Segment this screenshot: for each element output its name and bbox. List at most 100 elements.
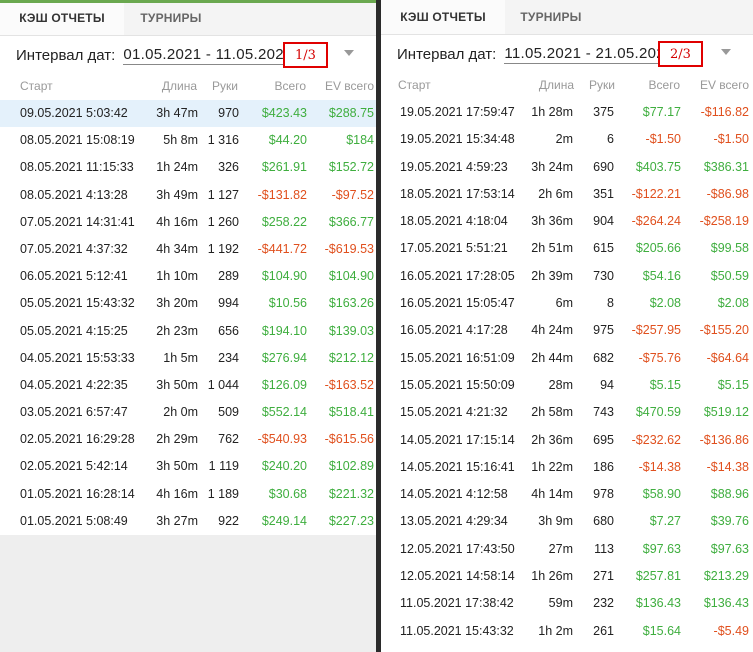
tab-cash-reports[interactable]: КЭШ ОТЧЕТЫ — [381, 0, 505, 34]
column-hands[interactable]: Руки — [212, 79, 238, 93]
cell-length: 3h 50m — [156, 459, 198, 474]
cell-start: 13.05.2021 4:29:34 — [400, 514, 508, 529]
table-row[interactable]: 13.05.2021 4:29:34 3h 9m 680 $7.27 $39.76 — [381, 508, 753, 535]
cell-length: 4h 34m — [156, 241, 198, 256]
cell-hands: 978 — [593, 487, 614, 502]
table-row[interactable]: 17.05.2021 5:51:21 2h 51m 615 $205.66 $99.58 — [381, 235, 753, 262]
date-range-select[interactable]: 11.05.2021 - 21.05.2021 — [504, 44, 674, 64]
cell-start: 08.05.2021 4:13:28 — [20, 187, 128, 202]
chevron-down-icon[interactable] — [721, 49, 731, 55]
table-row[interactable]: 18.05.2021 4:18:04 3h 36m 904 -$264.24 -$258… — [381, 208, 753, 235]
column-hands[interactable]: Руки — [589, 78, 615, 92]
table-row[interactable]: 14.05.2021 4:12:58 4h 14m 978 $58.90 $88.96 — [381, 481, 753, 508]
tab-tournaments[interactable]: ТУРНИРЫ — [140, 10, 202, 25]
table-row[interactable]: 16.05.2021 4:17:28 4h 24m 975 -$257.95 -$155… — [381, 317, 753, 344]
cell-start: 19.05.2021 17:59:47 — [400, 105, 515, 119]
cell-hands: 904 — [593, 214, 614, 229]
table-row[interactable]: 11.05.2021 4:20:06 2h 49m 604 $199.60 $128.1… — [381, 645, 753, 652]
table-row[interactable]: 11.05.2021 17:38:42 59m 232 $136.43 $136.43 — [381, 590, 753, 617]
cell-total: -$257.95 — [631, 323, 681, 338]
column-total[interactable]: Всего — [648, 78, 680, 92]
table-row[interactable]: 05.05.2021 15:43:32 3h 20m 994 $10.56 $163.2… — [0, 290, 376, 317]
chevron-down-icon[interactable] — [344, 50, 354, 56]
cell-start: 07.05.2021 4:37:32 — [20, 241, 128, 256]
cell-start: 02.05.2021 16:29:28 — [20, 432, 135, 447]
cell-length: 2h 23m — [156, 323, 198, 338]
table-row[interactable]: 12.05.2021 17:43:50 27m 113 $97.63 $97.63 — [381, 536, 753, 563]
table-row[interactable]: 15.05.2021 15:50:09 28m 94 $5.15 $5.15 — [381, 372, 753, 399]
cell-length: 6m — [555, 296, 573, 311]
column-start[interactable]: Старт — [398, 78, 431, 92]
column-ev-total[interactable]: EV всего — [699, 78, 749, 92]
table-row[interactable]: 08.05.2021 11:15:33 1h 24m 326 $261.91 $152.… — [0, 154, 376, 181]
table-row[interactable]: 02.05.2021 16:29:28 2h 29m 762 -$540.93 -$61… — [0, 426, 376, 453]
table-row[interactable]: 01.05.2021 5:08:49 3h 27m 922 $249.14 $227.2… — [0, 508, 376, 535]
tab-cash-reports[interactable]: КЭШ ОТЧЕТЫ — [0, 0, 124, 35]
cell-start: 04.05.2021 4:22:35 — [20, 377, 128, 392]
cell-length: 1h 2m — [538, 623, 573, 638]
column-total[interactable]: Всего — [274, 79, 306, 93]
table-row[interactable]: 12.05.2021 14:58:14 1h 26m 271 $257.81 $213.… — [381, 563, 753, 590]
cell-hands: 1 127 — [207, 187, 239, 202]
table-row[interactable]: 05.05.2021 4:15:25 2h 23m 656 $194.10 $139.0… — [0, 318, 376, 345]
table-row[interactable]: 19.05.2021 17:59:47 1h 28m 375 $77.17 -$116.… — [381, 99, 753, 126]
table-row[interactable]: 19.05.2021 4:59:23 3h 24m 690 $403.75 $386.3… — [381, 154, 753, 181]
table-row[interactable]: 16.05.2021 15:05:47 6m 8 $2.08 $2.08 — [381, 290, 753, 317]
cell-length: 27m — [548, 541, 573, 556]
column-length[interactable]: Длина — [538, 78, 574, 92]
table-row[interactable]: 03.05.2021 6:57:47 2h 0m 509 $552.14 $518.41 — [0, 399, 376, 426]
cell-total: $15.64 — [642, 623, 681, 638]
tab-tournaments[interactable]: ТУРНИРЫ — [520, 10, 582, 24]
cell-hands: 261 — [593, 623, 614, 638]
table-row[interactable]: 06.05.2021 5:12:41 1h 10m 289 $104.90 $104.9… — [0, 263, 376, 290]
cell-ev-total: $227.23 — [328, 513, 374, 528]
date-interval-label: Интервал дат: — [397, 45, 497, 63]
cell-total: $97.63 — [642, 541, 681, 556]
table-row[interactable]: 02.05.2021 5:42:14 3h 50m 1 119 $240.20 $102… — [0, 453, 376, 480]
page-indicator: 1/3 — [283, 42, 328, 68]
cell-length: 4h 16m — [156, 486, 198, 501]
tab-indicator — [0, 0, 376, 3]
table-row[interactable]: 04.05.2021 4:22:35 3h 50m 1 044 $126.09 -$16… — [0, 372, 376, 399]
table-row[interactable]: 09.05.2021 5:03:42 3h 47m 970 $423.43 $288.7… — [0, 100, 376, 128]
cell-total: $552.14 — [261, 405, 307, 420]
cell-ev-total: -$1.50 — [713, 132, 749, 147]
table-row[interactable]: 07.05.2021 4:37:32 4h 34m 1 192 -$441.72 -$6… — [0, 236, 376, 263]
cell-length: 2h 29m — [156, 432, 198, 447]
cell-length: 1h 10m — [156, 269, 198, 284]
table-row[interactable]: 14.05.2021 17:15:14 2h 36m 695 -$232.62 -$13… — [381, 427, 753, 454]
cell-hands: 1 316 — [207, 133, 239, 148]
table-row[interactable]: 15.05.2021 4:21:32 2h 58m 743 $470.59 $519.1… — [381, 399, 753, 426]
table-row[interactable]: 08.05.2021 15:08:19 5h 8m 1 316 $44.20 $184 — [0, 127, 376, 154]
table-row[interactable]: 01.05.2021 16:28:14 4h 16m 1 189 $30.68 $221… — [0, 481, 376, 508]
table-row[interactable]: 07.05.2021 14:31:41 4h 16m 1 260 $258.22 $36… — [0, 209, 376, 236]
table-row[interactable]: 15.05.2021 16:51:09 2h 44m 682 -$75.76 -$64.… — [381, 345, 753, 372]
table-row[interactable]: 11.05.2021 15:43:32 1h 2m 261 $15.64 -$5.49 — [381, 618, 753, 645]
table-row[interactable]: 04.05.2021 15:53:33 1h 5m 234 $276.94 $212.1… — [0, 345, 376, 372]
cell-ev-total: $163.26 — [328, 296, 374, 311]
table-row[interactable]: 16.05.2021 17:28:05 2h 39m 730 $54.16 $50.59 — [381, 263, 753, 290]
cell-hands: 1 119 — [208, 459, 239, 474]
cell-ev-total: $99.58 — [710, 241, 749, 256]
column-length[interactable]: Длина — [161, 79, 197, 93]
cell-length: 1h 24m — [156, 160, 198, 175]
table-row[interactable]: 14.05.2021 15:16:41 1h 22m 186 -$14.38 -$14.… — [381, 454, 753, 481]
date-range-select[interactable]: 01.05.2021 - 11.05.2021 — [123, 45, 293, 65]
table-row[interactable]: 18.05.2021 17:53:14 2h 6m 351 -$122.21 -$86.… — [381, 181, 753, 208]
column-ev-total[interactable]: EV всего — [324, 79, 374, 93]
cell-hands: 1 044 — [207, 377, 239, 392]
cell-total: -$264.24 — [631, 214, 681, 229]
cell-total: $10.56 — [268, 296, 307, 311]
table-row[interactable]: 19.05.2021 15:34:48 2m 6 -$1.50 -$1.50 — [381, 126, 753, 153]
table-row[interactable]: 08.05.2021 4:13:28 3h 49m 1 127 -$131.82 -$9… — [0, 182, 376, 209]
cell-hands: 680 — [593, 514, 614, 529]
cell-hands: 289 — [218, 269, 239, 284]
column-start[interactable]: Старт — [20, 79, 53, 93]
cell-hands: 509 — [218, 405, 239, 420]
cell-start: 06.05.2021 5:12:41 — [20, 269, 128, 284]
cell-hands: 351 — [593, 186, 614, 201]
cell-length: 59m — [548, 596, 573, 611]
cell-start: 16.05.2021 17:28:05 — [400, 268, 515, 283]
cell-start: 18.05.2021 17:53:14 — [400, 186, 515, 201]
cell-ev-total: $184 — [346, 133, 374, 148]
